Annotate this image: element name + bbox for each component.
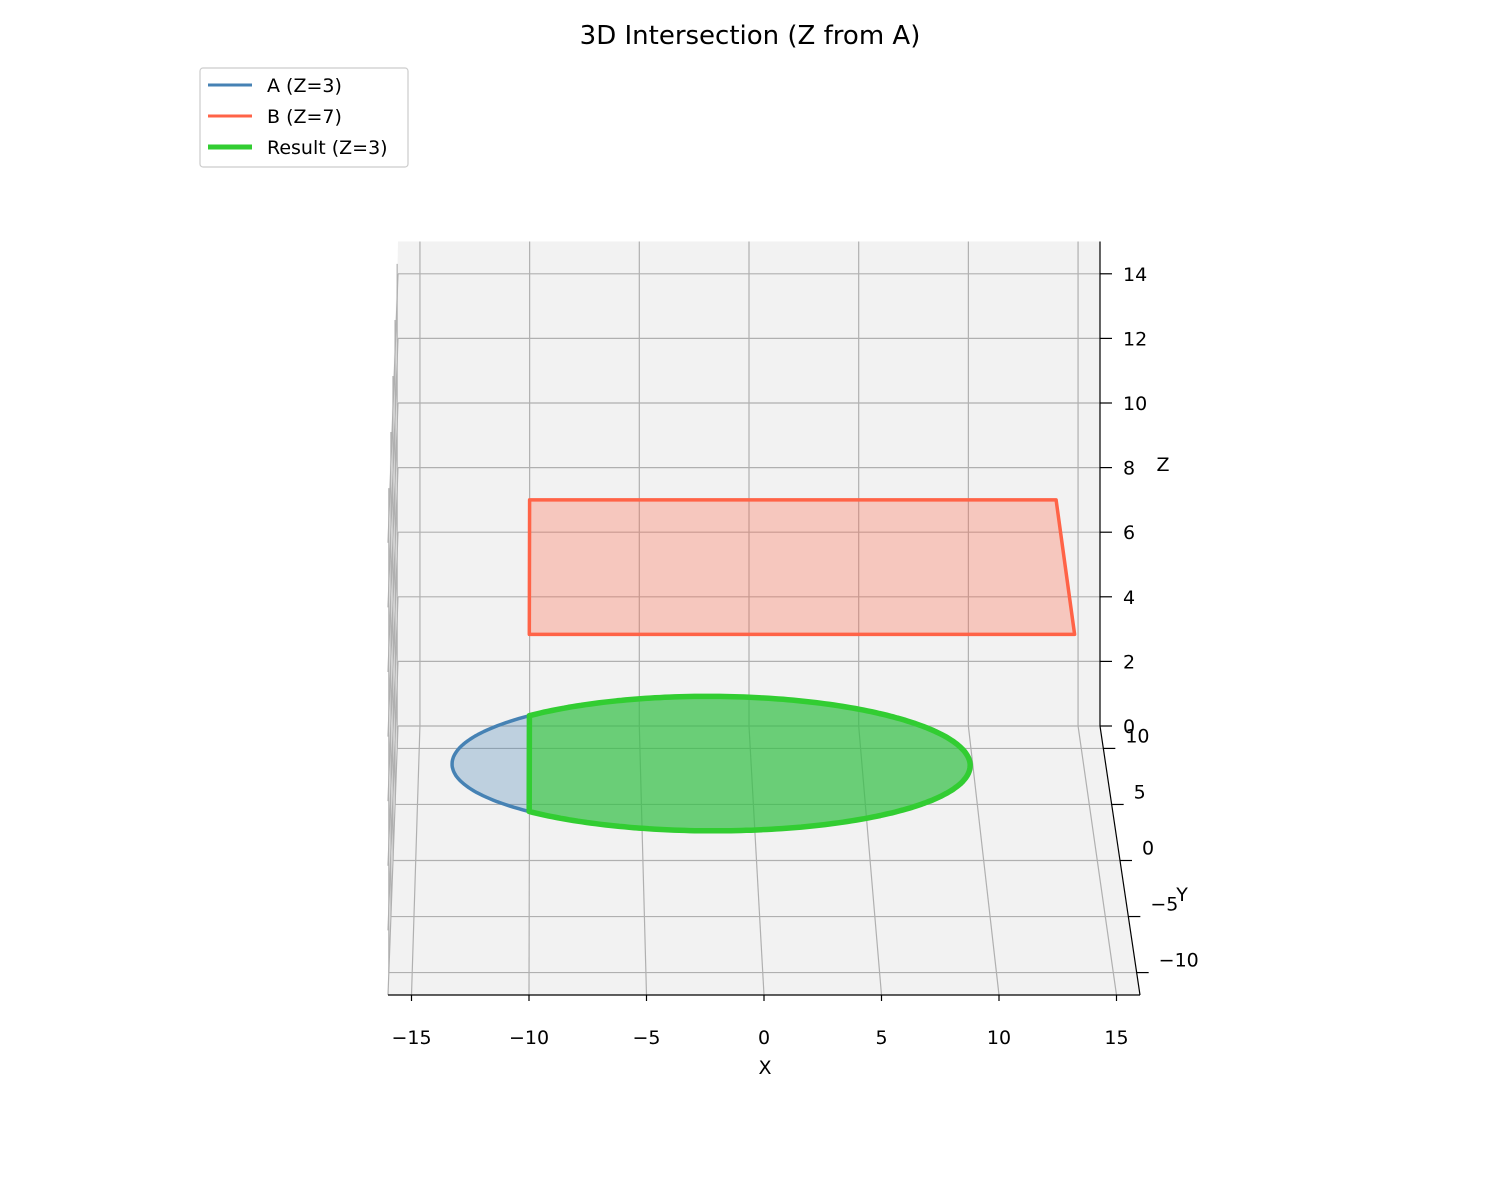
- x-tick-label: 15: [1104, 1027, 1128, 1049]
- legend-label-a: A (Z=3): [267, 75, 342, 97]
- z-gridline-side: [387, 725, 399, 996]
- x-tick-label: −15: [391, 1027, 431, 1049]
- legend-label-result: Result (Z=3): [267, 137, 388, 159]
- x-tick-label: 5: [875, 1027, 887, 1049]
- y-tick-label: 10: [1125, 725, 1149, 747]
- z-gridline-side: [387, 596, 399, 866]
- y-axis-label: Y: [1175, 884, 1188, 906]
- z-gridline-side: [387, 402, 399, 673]
- z-axis-label: Z: [1156, 454, 1169, 476]
- legend-frame: [199, 67, 409, 168]
- x-tick-label: 10: [987, 1027, 1011, 1049]
- z-tick-label: 10: [1123, 393, 1147, 415]
- plot-shapes: [450, 498, 1077, 834]
- y-tick-label: 5: [1134, 781, 1146, 803]
- shape-b-rectangle: [527, 498, 1077, 637]
- z-tick-label: 14: [1123, 264, 1147, 286]
- x-tick-label: 0: [758, 1027, 770, 1049]
- z-tick-label: 4: [1123, 587, 1135, 609]
- x-tick-label: −5: [632, 1027, 660, 1049]
- z-gridline-side: [387, 338, 399, 608]
- z-tick-label: 0: [1123, 716, 1135, 738]
- z-tick-label: 2: [1123, 651, 1135, 673]
- legend-label-b: B (Z=7): [267, 106, 342, 128]
- z-gridline-side: [387, 532, 399, 802]
- x-tick-label: −10: [509, 1027, 549, 1049]
- y-tick-label: −5: [1150, 894, 1178, 916]
- y-tick-label: 0: [1142, 838, 1154, 860]
- shape-result: [526, 693, 973, 834]
- y-tick-label: −10: [1159, 950, 1199, 972]
- x-axis-label: X: [758, 1057, 771, 1079]
- chart-title: 3D Intersection (Z from A): [580, 21, 921, 51]
- z-gridline-side: [387, 273, 399, 543]
- z-tick-label: 6: [1123, 522, 1135, 544]
- z-tick-label: 12: [1123, 328, 1147, 350]
- z-gridline-side: [387, 661, 399, 931]
- z-tick-label: 8: [1123, 458, 1135, 480]
- axis-lines: [388, 241, 1149, 1001]
- legend: A (Z=3) B (Z=7) Result (Z=3): [199, 67, 409, 168]
- z-gridline-side: [387, 467, 399, 737]
